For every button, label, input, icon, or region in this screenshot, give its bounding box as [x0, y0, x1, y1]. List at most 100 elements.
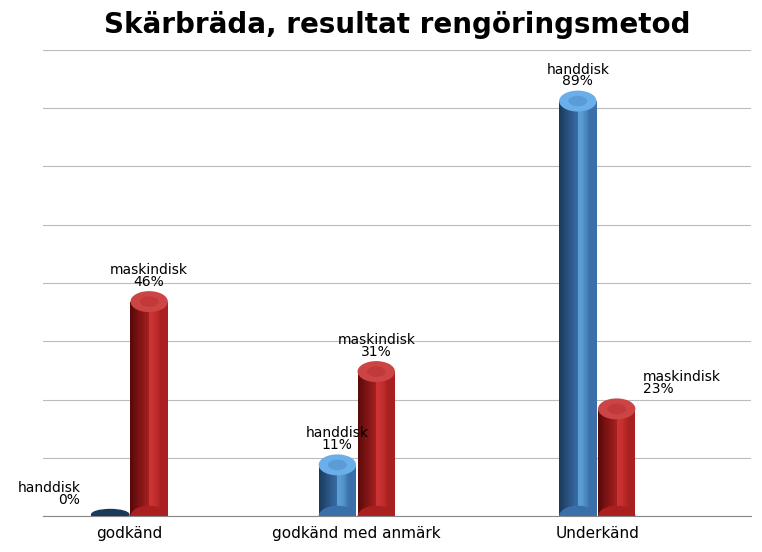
Bar — [157, 301, 158, 516]
Bar — [159, 301, 160, 516]
Bar — [593, 101, 594, 516]
Ellipse shape — [139, 296, 158, 307]
Ellipse shape — [607, 404, 626, 414]
Bar — [138, 301, 139, 516]
Bar — [602, 409, 603, 516]
Bar — [133, 301, 134, 516]
Bar — [595, 101, 597, 516]
Bar — [386, 371, 387, 516]
Ellipse shape — [357, 361, 395, 382]
Bar — [360, 371, 361, 516]
Bar — [148, 301, 149, 516]
Bar — [334, 465, 335, 516]
Bar — [340, 465, 341, 516]
Bar — [369, 371, 370, 516]
Bar — [588, 101, 589, 516]
Text: handdisk: handdisk — [306, 426, 369, 440]
Bar — [573, 101, 574, 516]
Bar — [331, 465, 332, 516]
Bar — [363, 371, 365, 516]
Bar — [563, 101, 564, 516]
Bar — [332, 465, 334, 516]
Bar — [587, 101, 588, 516]
Bar — [626, 409, 628, 516]
Bar — [345, 465, 346, 516]
Bar — [392, 371, 394, 516]
Bar — [569, 101, 570, 516]
Text: 23%: 23% — [643, 382, 674, 396]
Bar — [585, 101, 587, 516]
Bar — [579, 101, 581, 516]
Text: 89%: 89% — [562, 75, 594, 88]
Bar — [575, 101, 577, 516]
Bar — [608, 409, 610, 516]
Text: handdisk: handdisk — [546, 62, 610, 77]
Bar — [385, 371, 386, 516]
Bar — [384, 371, 385, 516]
Bar — [616, 409, 618, 516]
Bar — [564, 101, 565, 516]
Bar — [328, 465, 330, 516]
Bar — [600, 409, 602, 516]
Bar — [146, 301, 148, 516]
Ellipse shape — [319, 506, 356, 527]
Ellipse shape — [130, 506, 168, 527]
Bar — [165, 301, 167, 516]
Bar — [591, 101, 593, 516]
Bar — [560, 101, 562, 516]
Bar — [634, 409, 636, 516]
Bar — [391, 371, 392, 516]
Bar — [379, 371, 380, 516]
Ellipse shape — [559, 91, 597, 112]
Bar — [584, 101, 585, 516]
Bar — [355, 465, 356, 516]
Bar — [610, 409, 612, 516]
Bar — [629, 409, 630, 516]
Ellipse shape — [367, 367, 386, 377]
Title: Skärbräda, resultat rengöringsmetod: Skärbräda, resultat rengöringsmetod — [104, 11, 690, 39]
Bar — [377, 371, 379, 516]
Bar — [633, 409, 634, 516]
Bar — [142, 301, 143, 516]
Bar — [160, 301, 162, 516]
Text: 31%: 31% — [361, 345, 392, 359]
Bar — [613, 409, 614, 516]
Ellipse shape — [130, 291, 168, 312]
Ellipse shape — [598, 399, 636, 420]
Text: 11%: 11% — [322, 438, 353, 452]
Bar — [598, 409, 599, 516]
Bar — [632, 409, 633, 516]
Ellipse shape — [357, 506, 395, 527]
Text: 0%: 0% — [59, 493, 80, 507]
Bar — [373, 371, 375, 516]
Bar — [140, 301, 142, 516]
Bar — [380, 371, 381, 516]
Bar — [570, 101, 572, 516]
Bar — [387, 371, 389, 516]
Bar — [321, 465, 322, 516]
Bar — [154, 301, 155, 516]
Ellipse shape — [319, 454, 356, 475]
Bar — [604, 409, 606, 516]
Bar — [623, 409, 624, 516]
Bar — [620, 409, 622, 516]
Bar — [158, 301, 159, 516]
Bar — [599, 409, 600, 516]
Bar — [348, 465, 350, 516]
Bar — [614, 409, 616, 516]
Bar — [383, 371, 384, 516]
Bar — [365, 371, 367, 516]
Bar — [606, 409, 607, 516]
Bar — [350, 465, 351, 516]
Bar — [152, 301, 153, 516]
Bar — [578, 101, 579, 516]
Bar — [341, 465, 342, 516]
Bar — [581, 101, 583, 516]
Bar — [359, 371, 360, 516]
Bar — [352, 465, 354, 516]
Bar — [319, 465, 320, 516]
Bar — [144, 301, 146, 516]
Bar — [322, 465, 324, 516]
Bar — [335, 465, 336, 516]
Text: 46%: 46% — [134, 275, 165, 289]
